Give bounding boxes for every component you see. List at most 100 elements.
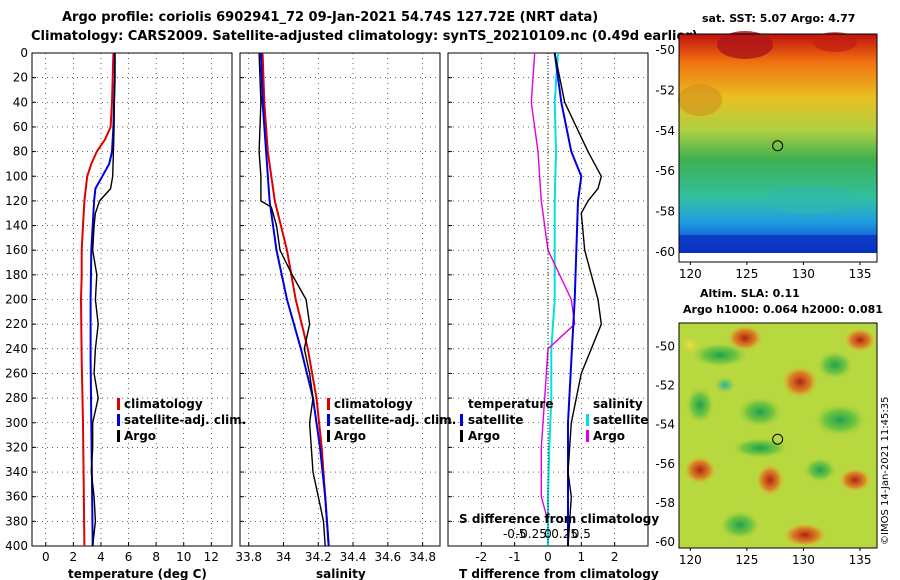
series-line-climatology bbox=[80, 52, 115, 547]
sla-low-patch bbox=[732, 438, 788, 458]
depth-tick-label: 20 bbox=[13, 71, 28, 85]
sla-high-patch bbox=[756, 464, 784, 496]
series-line-argo bbox=[258, 52, 326, 547]
legend-swatch-satellite bbox=[327, 414, 330, 426]
depth-tick-label: 40 bbox=[13, 95, 28, 109]
depth-tick-label: 240 bbox=[5, 342, 28, 356]
legend-satellite: satellite-adj. clim. bbox=[124, 413, 246, 427]
legend-swatch-argo bbox=[327, 430, 330, 442]
title-line-2: Climatology: CARS2009. Satellite-adjuste… bbox=[31, 29, 698, 44]
map-y-tick: -52 bbox=[655, 379, 675, 393]
legend-climatology: climatology bbox=[124, 397, 203, 411]
depth-tick-label: 360 bbox=[5, 490, 28, 504]
temperature-legend: climatology satellite-adj. clim. Argo bbox=[117, 397, 246, 443]
series-line-salinity-satellite bbox=[547, 52, 559, 546]
depth-tick-label: 260 bbox=[5, 366, 28, 380]
sla-map-title: Altim. SLA: 0.11 bbox=[700, 287, 800, 300]
temperature-x-ticks: 0 2 4 6 8 10 12 bbox=[42, 550, 219, 564]
depth-tick-label: 80 bbox=[13, 145, 28, 159]
sst-map-title: sat. SST: 5.07 Argo: 4.77 bbox=[702, 12, 855, 25]
depth-tick-label: 340 bbox=[5, 465, 28, 479]
top-tick-label: -0.5 bbox=[503, 527, 526, 541]
difference-xlabel-top: S difference from climatology bbox=[459, 512, 659, 526]
depth-tick-label: 60 bbox=[13, 120, 28, 134]
sla-low-patch bbox=[804, 458, 836, 482]
sla-map bbox=[678, 322, 878, 549]
depth-tick-label: 100 bbox=[5, 169, 28, 183]
salinity-x-ticks: 33.8 34 34.2 34.4 34.6 34.8 bbox=[235, 550, 436, 564]
sla-mid-patch bbox=[678, 335, 702, 355]
sla-high-patch bbox=[844, 328, 876, 352]
temperature-xlabel: temperature (deg C) bbox=[68, 567, 207, 580]
title-line-1: Argo profile: coriolis 6902941_72 09-Jan… bbox=[62, 10, 598, 25]
sst-warm-patch bbox=[813, 32, 857, 52]
sla-map-ticks: 120 125 130 135 -50 -52 -54 -56 -58 -60 bbox=[655, 339, 871, 567]
map-y-tick: -50 bbox=[655, 339, 675, 353]
depth-tick-label: 160 bbox=[5, 243, 28, 257]
x-tick-label: 10 bbox=[176, 550, 191, 564]
argo-position-marker bbox=[772, 140, 784, 152]
map-y-tick: -52 bbox=[655, 83, 675, 97]
map-y-tick: -58 bbox=[655, 205, 675, 219]
series-line-satellite-adj-clim- bbox=[259, 52, 330, 547]
legend-swatch-s-argo bbox=[586, 430, 589, 442]
imos-credit: ©IMOS 14-Jan-2021 11:45:35 bbox=[880, 397, 891, 545]
salinity-xlabel: salinity bbox=[316, 567, 366, 580]
series-line-temperature-argo bbox=[554, 52, 602, 547]
difference-top-ticks: -0.5-0.250 0.250.5 bbox=[503, 527, 591, 541]
map-x-tick: 135 bbox=[849, 267, 872, 281]
depth-tick-label: 320 bbox=[5, 440, 28, 454]
top-tick-label: -0.25 bbox=[516, 527, 547, 541]
map-y-tick: -60 bbox=[655, 245, 675, 259]
x-tick-label: 34.6 bbox=[374, 550, 401, 564]
x-tick-label: 6 bbox=[125, 550, 133, 564]
sst-cool-patch bbox=[765, 186, 855, 214]
sla-low-patch bbox=[720, 511, 760, 539]
sla-map-subtitle: Argo h1000: 0.064 h2000: 0.081 bbox=[683, 303, 883, 316]
sst-field bbox=[679, 34, 877, 262]
sla-low-patch bbox=[715, 377, 735, 393]
series-line-climatology bbox=[261, 52, 330, 547]
sla-high-patch bbox=[782, 366, 818, 398]
depth-tick-label: 220 bbox=[5, 317, 28, 331]
sla-high-patch bbox=[839, 468, 871, 492]
top-tick-label: 0.5 bbox=[572, 527, 591, 541]
legend-temperature-title: temperature bbox=[468, 397, 553, 411]
legend-swatch-t-argo bbox=[460, 430, 463, 442]
sst-map bbox=[678, 31, 878, 263]
x-tick-label: 0 bbox=[42, 550, 50, 564]
depth-tick-label: 140 bbox=[5, 219, 28, 233]
legend-salinity-title: salinity bbox=[593, 397, 643, 411]
sla-high-patch bbox=[684, 456, 716, 484]
x-tick-label: 34.8 bbox=[409, 550, 436, 564]
difference-xlabel: T difference from climatology bbox=[459, 567, 659, 580]
sla-high-patch bbox=[727, 325, 763, 351]
sst-frame bbox=[678, 33, 878, 263]
sst-warm-patch bbox=[678, 84, 722, 116]
series-line-salinity-argo bbox=[530, 52, 576, 522]
sla-high-patch bbox=[783, 523, 827, 547]
sla-frame bbox=[678, 322, 878, 549]
map-y-tick: -54 bbox=[655, 418, 675, 432]
argo-position-marker bbox=[772, 433, 784, 445]
legend-climatology: climatology bbox=[334, 397, 413, 411]
map-x-tick: 130 bbox=[792, 267, 815, 281]
depth-axis: 0 20 40 60 80 100 120 140 160 180 200 220 240 260 280 3… bbox=[5, 46, 28, 553]
map-x-tick: 130 bbox=[792, 553, 815, 567]
difference-x-ticks: -2 -1 0 1 2 bbox=[475, 550, 618, 564]
sla-low-patch bbox=[814, 404, 866, 436]
x-tick-label: -2 bbox=[475, 550, 487, 564]
sla-low-patch bbox=[692, 343, 748, 367]
depth-tick-label: 280 bbox=[5, 391, 28, 405]
map-x-tick: 135 bbox=[849, 553, 872, 567]
x-tick-label: 34.4 bbox=[340, 550, 367, 564]
legend-satellite: satellite-adj. clim. bbox=[334, 413, 456, 427]
map-y-tick: -60 bbox=[655, 535, 675, 549]
legend-argo: Argo bbox=[334, 429, 366, 443]
x-tick-label: 8 bbox=[152, 550, 160, 564]
map-y-tick: -50 bbox=[655, 43, 675, 57]
top-tick-label: 0 bbox=[544, 527, 552, 541]
legend-swatch-argo bbox=[117, 430, 120, 442]
legend-swatch-climatology bbox=[327, 398, 330, 410]
